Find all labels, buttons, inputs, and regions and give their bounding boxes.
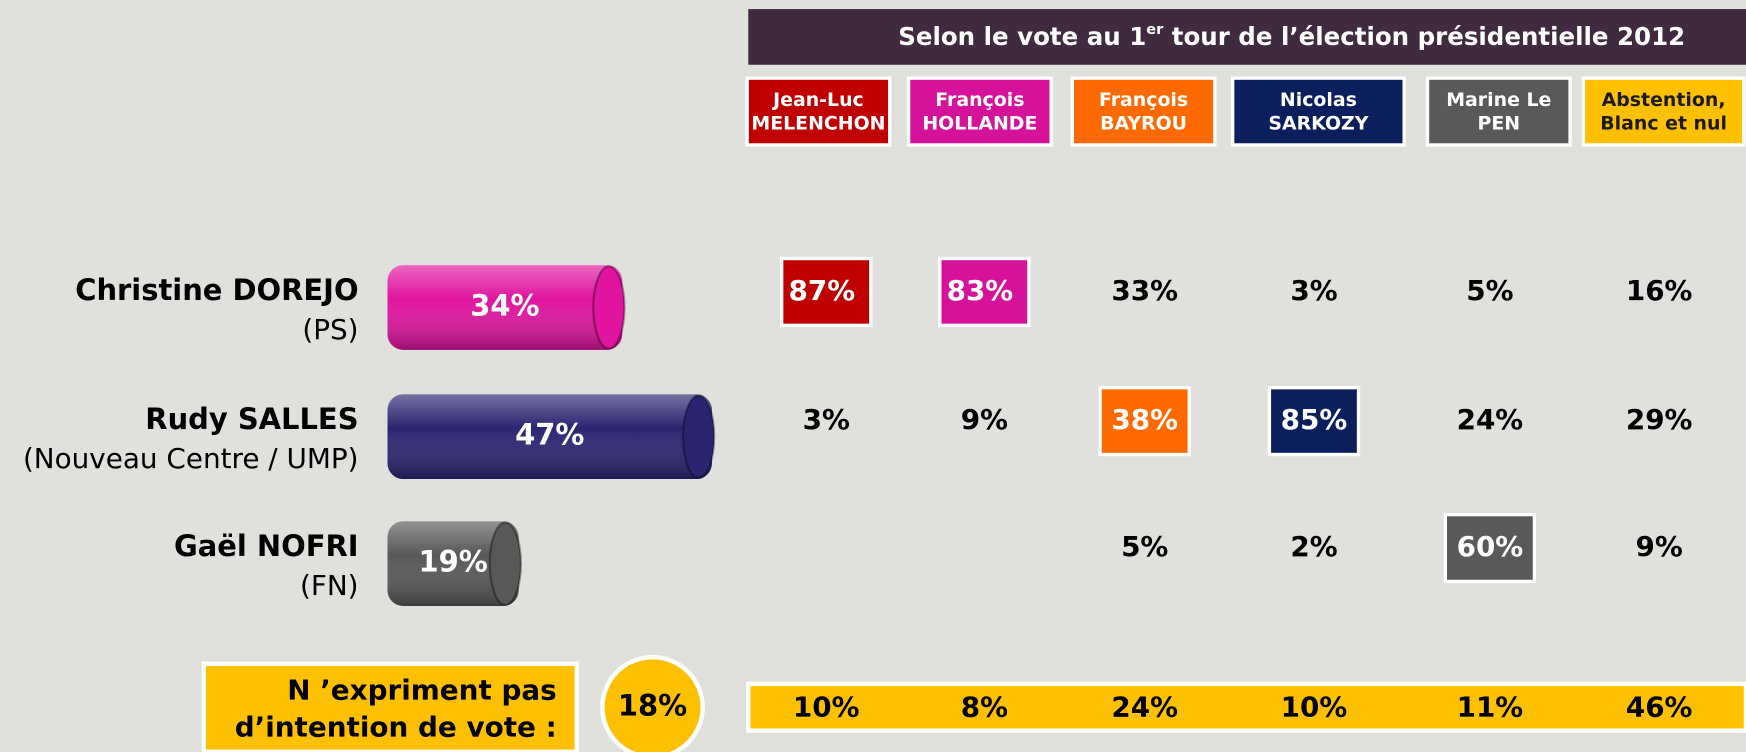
- cell-value: 83%: [947, 274, 1014, 307]
- cell-value: 24%: [1457, 403, 1524, 436]
- column-label: Nicolas: [1280, 89, 1357, 111]
- no-intention-value: 11%: [1457, 690, 1524, 723]
- column-header: [906, 76, 1053, 147]
- header-bar: [748, 9, 1746, 65]
- cell-highlight: [1098, 386, 1191, 457]
- column-label: PEN: [1477, 112, 1520, 134]
- no-intention-value: 46%: [1626, 690, 1693, 723]
- bar-label: 34%: [470, 289, 539, 323]
- column-label: François: [935, 89, 1024, 111]
- bar-end: [488, 521, 523, 606]
- cell-highlight: [1267, 386, 1361, 457]
- bar-label: 19%: [418, 545, 487, 579]
- cell-value: 3%: [803, 403, 850, 436]
- no-intention-box: [201, 661, 580, 752]
- no-intention-label: d’intention de vote :: [235, 710, 557, 743]
- column-label: MELENCHON: [751, 112, 885, 134]
- cell-value: 33%: [1111, 274, 1178, 307]
- cell-highlight: [938, 256, 1031, 328]
- column-header: [1581, 76, 1746, 147]
- column-header: [745, 76, 892, 147]
- bar-shade: [387, 265, 623, 350]
- no-intention-value: 8%: [961, 690, 1008, 723]
- cell-highlight: [780, 256, 873, 328]
- cell-value: 5%: [1121, 530, 1168, 563]
- candidate-name: Gaël NOFRI: [174, 529, 359, 563]
- column-header: [1230, 76, 1406, 147]
- column-label: Blanc et nul: [1600, 112, 1727, 134]
- column-label: BAYROU: [1100, 112, 1187, 134]
- cell-value: 2%: [1290, 530, 1337, 563]
- no-intention-value: 24%: [1111, 690, 1178, 723]
- candidate-party: (Nouveau Centre / UMP): [23, 442, 359, 475]
- no-intention-value: 10%: [1281, 690, 1348, 723]
- cell-value: 9%: [1636, 530, 1683, 563]
- bar-end: [681, 394, 716, 480]
- bar-label: 47%: [515, 418, 584, 452]
- column-label: SARKOZY: [1268, 112, 1368, 134]
- candidate-name: Christine DOREJO: [75, 273, 358, 307]
- cell-value: 38%: [1111, 403, 1178, 436]
- cell-value: 85%: [1281, 403, 1348, 436]
- table-title: Selon le vote au 1er tour de l’élection …: [898, 22, 1685, 51]
- cell-value: 3%: [1290, 274, 1337, 307]
- cell-value: 29%: [1626, 403, 1693, 436]
- column-label: Jean-Luc: [771, 89, 864, 111]
- cell-value: 9%: [961, 403, 1008, 436]
- bar-shade: [387, 521, 519, 606]
- candidate-name: Rudy SALLES: [145, 402, 358, 436]
- no-intention-band: [746, 681, 1746, 733]
- bar-shade: [387, 394, 712, 480]
- candidate-party: (FN): [300, 569, 359, 602]
- cell-value: 16%: [1626, 274, 1693, 307]
- no-intention-total: 18%: [618, 688, 687, 722]
- no-intention-circle: [600, 654, 705, 752]
- cell-highlight: [1443, 512, 1537, 584]
- no-intention-value: 10%: [793, 690, 860, 723]
- column-label: Marine Le: [1446, 89, 1551, 111]
- no-intention-label: N ’expriment pas: [287, 674, 557, 707]
- candidate-party: (PS): [302, 313, 358, 346]
- column-header: [1070, 76, 1217, 147]
- column-label: HOLLANDE: [922, 112, 1037, 134]
- cell-value: 60%: [1457, 530, 1524, 563]
- column-label: François: [1099, 89, 1188, 111]
- column-header: [1425, 76, 1572, 147]
- column-label: Abstention,: [1602, 89, 1726, 111]
- cell-value: 87%: [788, 274, 855, 307]
- cell-value: 5%: [1466, 274, 1513, 307]
- bar-end: [592, 265, 626, 350]
